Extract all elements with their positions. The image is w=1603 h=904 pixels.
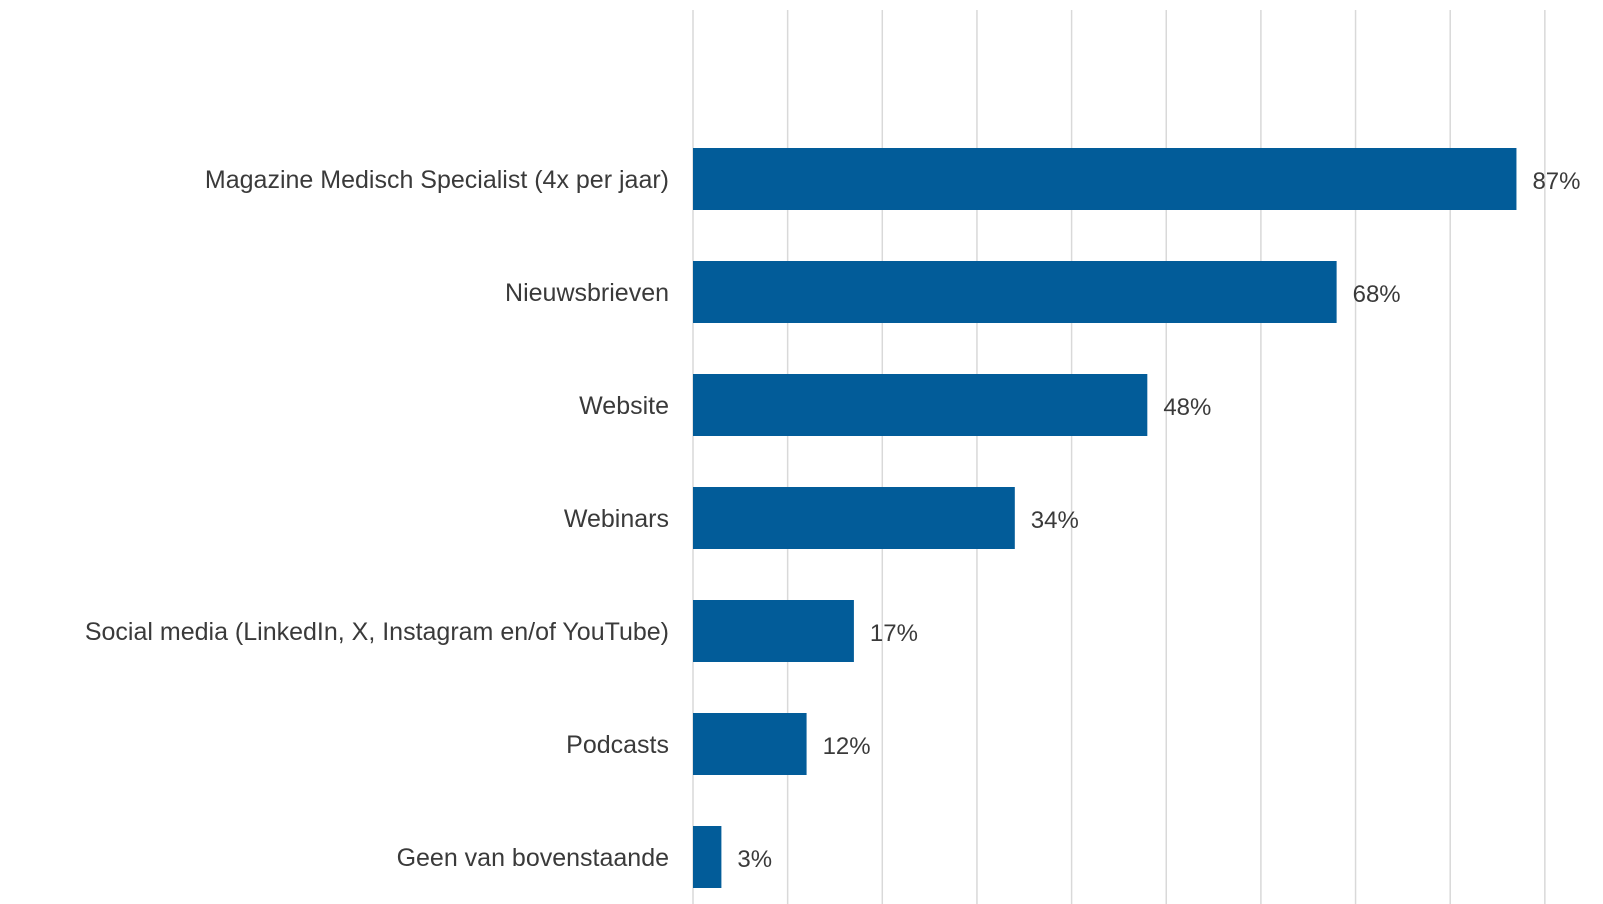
bar — [693, 600, 854, 662]
value-label: 34% — [1031, 507, 1079, 534]
category-label: Webinars — [564, 505, 669, 533]
bar — [693, 374, 1148, 436]
category-label: Magazine Medisch Specialist (4x per jaar… — [205, 166, 669, 194]
bar — [693, 261, 1337, 323]
bar — [693, 148, 1517, 210]
category-labels: Magazine Medisch Specialist (4x per jaar… — [85, 166, 669, 872]
bar — [693, 713, 807, 775]
value-label: 48% — [1163, 394, 1211, 421]
category-label: Nieuwsbrieven — [505, 279, 669, 307]
bar — [693, 826, 722, 888]
category-label: Geen van bovenstaande — [397, 844, 669, 872]
value-label: 87% — [1532, 168, 1580, 195]
bar — [693, 487, 1015, 549]
value-labels: 87% 68% 48% 34% 17% 12% 3% — [737, 168, 1580, 873]
value-label: 68% — [1353, 281, 1401, 308]
category-label: Website — [579, 392, 669, 420]
value-label: 3% — [737, 846, 772, 873]
category-label: Podcasts — [566, 731, 669, 759]
gridlines — [692, 10, 1546, 904]
value-label: 12% — [823, 733, 871, 760]
bars — [693, 148, 1517, 888]
value-label: 17% — [870, 620, 918, 647]
category-label: Social media (LinkedIn, X, Instagram en/… — [85, 618, 669, 646]
